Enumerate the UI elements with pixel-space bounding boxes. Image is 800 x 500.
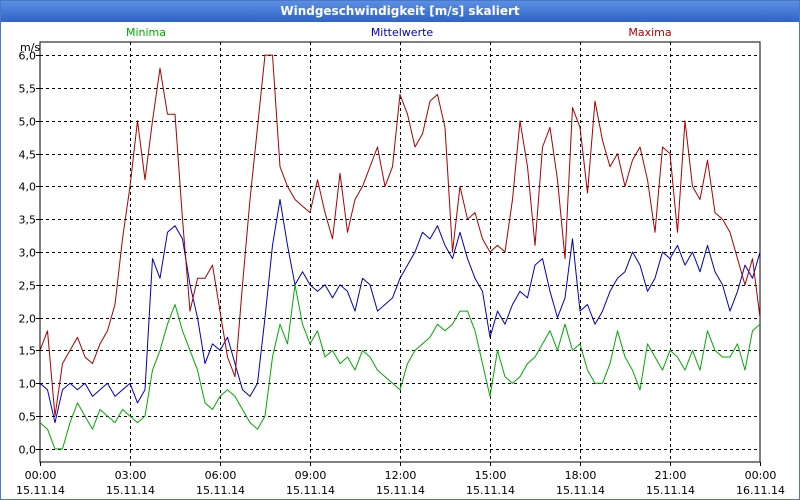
x-tick-time-label: 12:00 <box>385 469 417 482</box>
y-tick-label: 1,0 <box>19 378 37 391</box>
y-tick-label: 1,5 <box>19 345 37 358</box>
x-tick-date-label: 15.11.14 <box>376 484 425 497</box>
x-tick-date-label: 15.11.14 <box>196 484 245 497</box>
y-tick-label: 5,5 <box>19 83 37 96</box>
x-tick-time-label: 09:00 <box>295 469 327 482</box>
x-tick-time-label: 03:00 <box>115 469 147 482</box>
y-tick-label: 4,5 <box>19 149 37 162</box>
y-tick-label: 2,0 <box>19 313 37 326</box>
x-tick-time-label: 00:00 <box>25 469 57 482</box>
x-tick-date-label: 15.11.14 <box>556 484 605 497</box>
y-tick-label: 2,5 <box>19 280 37 293</box>
series-line-maxima <box>40 54 760 417</box>
y-tick-label: 6,0 <box>19 50 37 63</box>
x-tick-date-label: 15.11.14 <box>466 484 515 497</box>
y-tick-label: 3,5 <box>19 214 37 227</box>
x-tick-date-label: 15.11.14 <box>106 484 155 497</box>
window-title: Windgeschwindigkeit [m/s] skaliert <box>1 1 799 22</box>
x-tick-time-label: 06:00 <box>205 469 237 482</box>
x-tick-date-label: 15.11.14 <box>286 484 335 497</box>
y-axis-label: m/s <box>20 41 40 54</box>
x-tick-date-label: 16.11.14 <box>736 484 785 497</box>
legend-entry-mittelwerte: Mittelwerte <box>371 26 434 39</box>
y-tick-label: 5,0 <box>19 116 37 129</box>
y-tick-label: 0,0 <box>19 444 37 457</box>
legend-entry-maxima: Maxima <box>628 26 671 39</box>
series-line-mittelwerte <box>40 199 760 424</box>
series-line-minima <box>40 284 760 450</box>
y-tick-label: 4,0 <box>19 181 37 194</box>
x-tick-time-label: 18:00 <box>565 469 597 482</box>
x-tick-date-label: 15.11.14 <box>16 484 65 497</box>
x-tick-time-label: 15:00 <box>475 469 507 482</box>
y-tick-label: 0,5 <box>19 411 37 424</box>
y-tick-label: 3,0 <box>19 247 37 260</box>
legend-entry-minima: Minima <box>126 26 166 39</box>
x-tick-date-label: 15.11.14 <box>646 484 695 497</box>
x-tick-time-label: 00:00 <box>745 469 777 482</box>
x-tick-time-label: 21:00 <box>655 469 687 482</box>
